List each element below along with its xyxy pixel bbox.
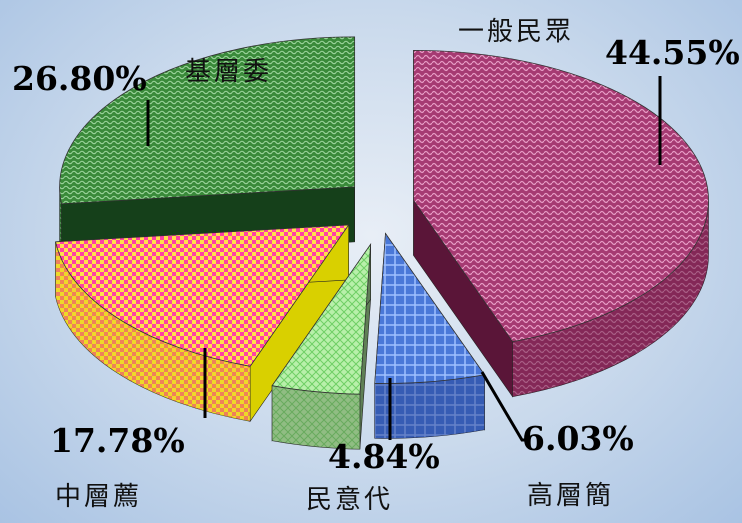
category-label: 基層委	[185, 57, 272, 87]
value-label: 26.80%	[12, 59, 147, 98]
slice-outer-shade	[374, 374, 485, 439]
slice-outer-shade	[59, 186, 62, 259]
category-label: 中層薦	[55, 482, 142, 512]
slice-outer-shade	[55, 241, 251, 422]
category-label: 一般民眾	[458, 17, 574, 47]
value-label: 4.84%	[328, 437, 440, 476]
slice-top	[55, 224, 350, 367]
value-label: 44.55%	[605, 33, 740, 72]
leader-line	[480, 371, 528, 442]
slice-outer-shade	[512, 200, 709, 397]
slice-top	[413, 49, 709, 343]
value-label: 6.03%	[522, 419, 634, 458]
slice-outer-shade	[272, 385, 360, 450]
pie-slice	[374, 232, 486, 439]
pie-slice	[55, 223, 350, 423]
slice-top	[59, 36, 356, 205]
slice-top	[271, 242, 372, 395]
category-label: 民意代	[306, 485, 393, 515]
pie-slice	[271, 242, 372, 450]
pie-slice	[413, 49, 709, 398]
value-label: 17.78%	[50, 421, 185, 460]
category-label: 高層簡	[527, 481, 614, 511]
